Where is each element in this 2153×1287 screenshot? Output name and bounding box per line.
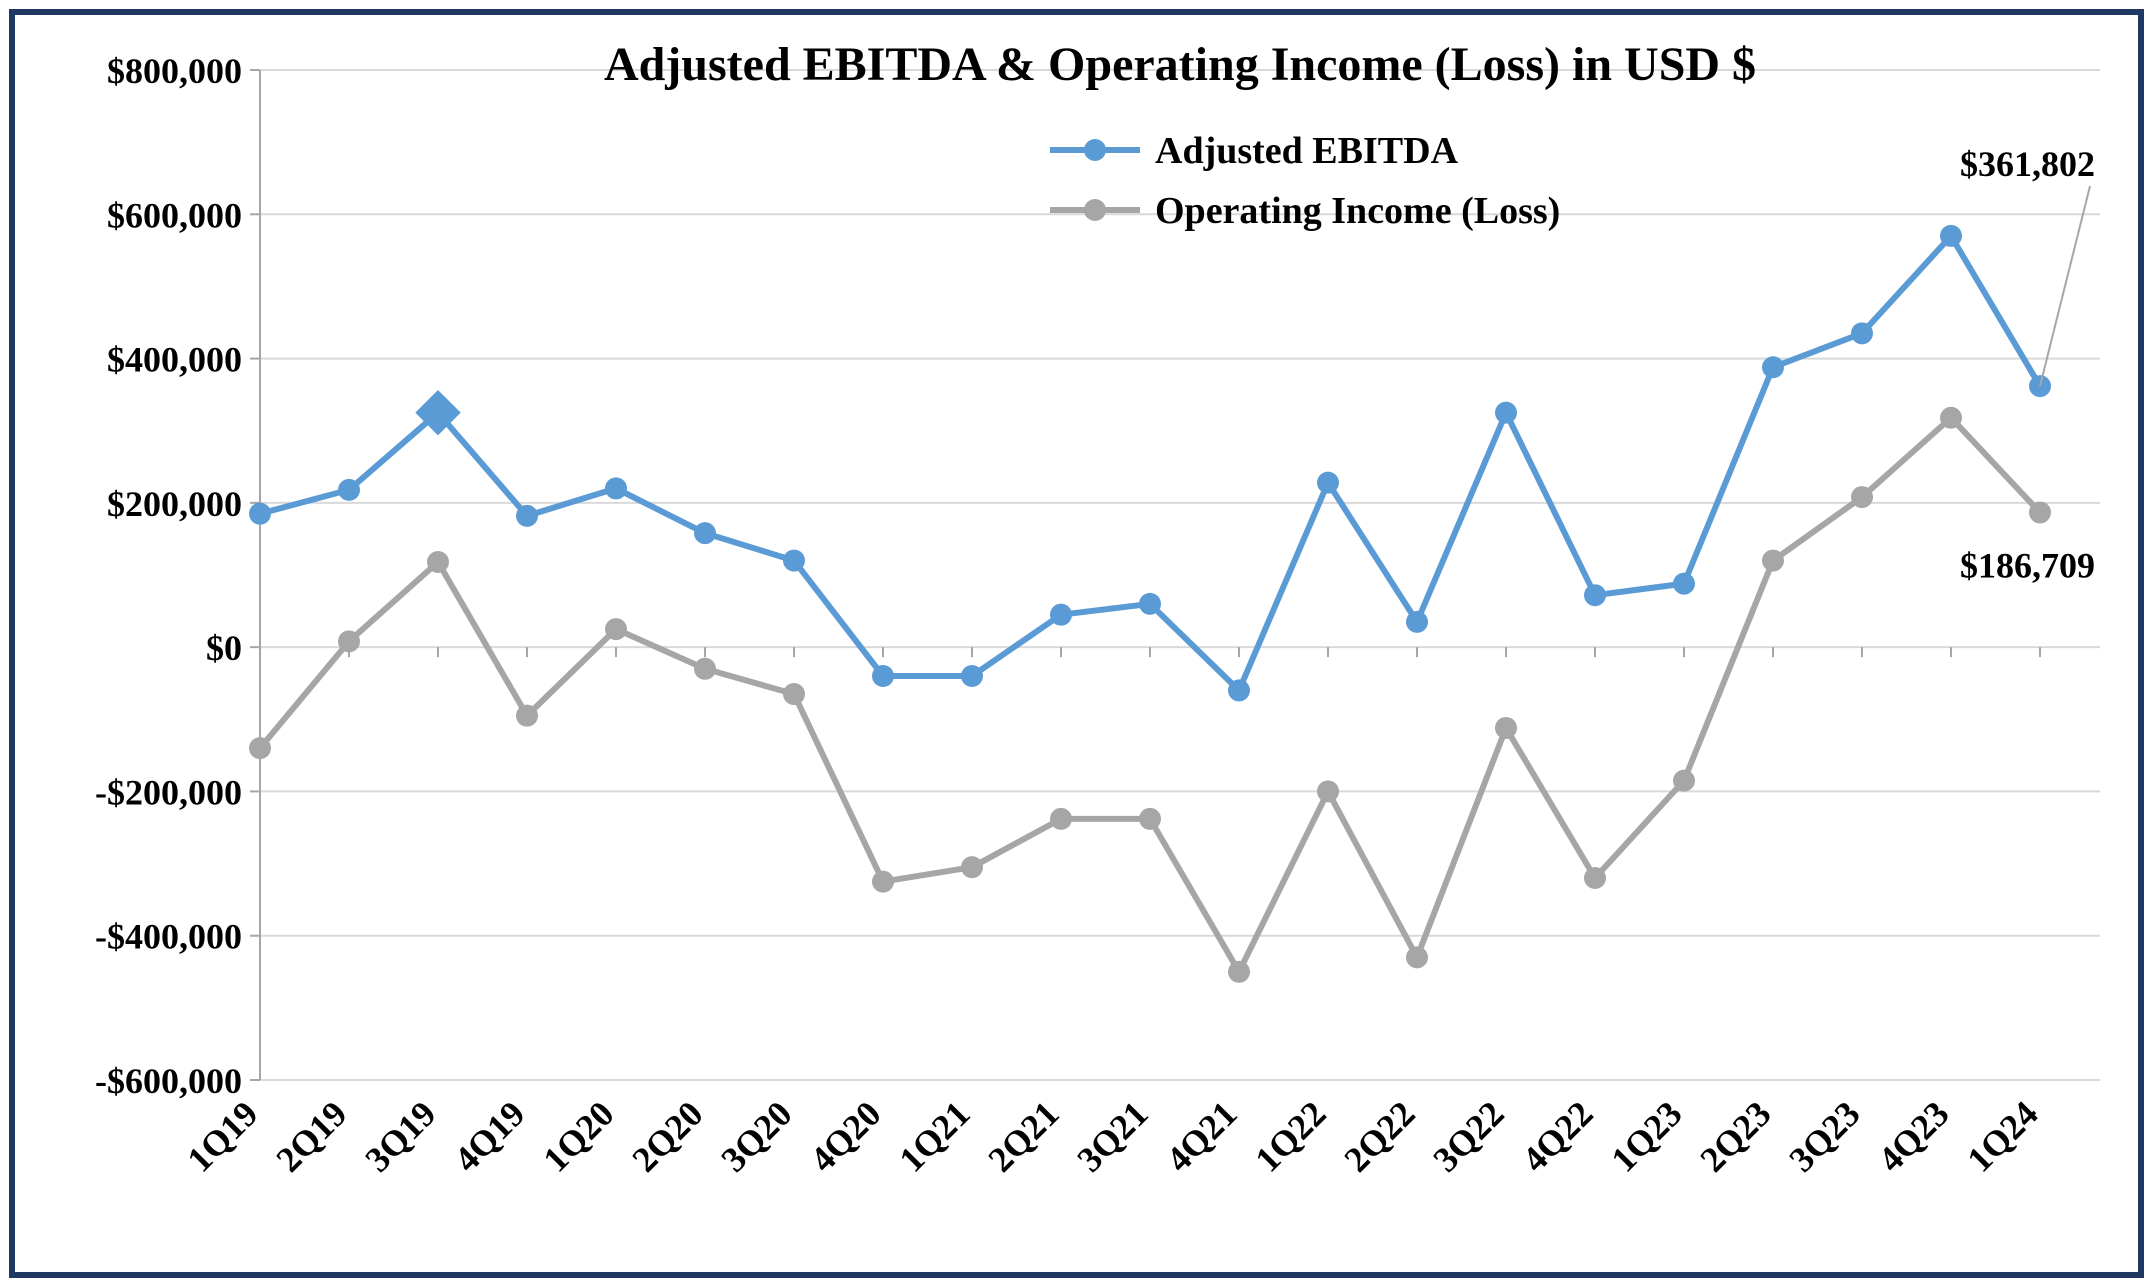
series-marker xyxy=(1317,472,1339,494)
series-marker xyxy=(1940,225,1962,247)
y-axis-label: $200,000 xyxy=(107,484,242,524)
series-marker xyxy=(1673,573,1695,595)
series-marker xyxy=(961,856,983,878)
series-marker xyxy=(249,503,271,525)
series-marker xyxy=(1317,780,1339,802)
chart-svg: -$600,000 -$400,000 -$200,000 $0 $200,000 $40… xyxy=(0,0,2153,1287)
y-axis-label: $0 xyxy=(206,628,242,668)
chart-title: Adjusted EBITDA & Operating Income (Loss… xyxy=(604,38,1756,91)
y-axis-label: $800,000 xyxy=(107,51,242,91)
series-marker xyxy=(516,705,538,727)
line-chart: -$600,000 -$400,000 -$200,000 $0 $200,000 $40… xyxy=(0,0,2153,1287)
series-marker xyxy=(1050,604,1072,626)
series-marker xyxy=(605,618,627,640)
series-marker xyxy=(1228,679,1250,701)
y-axis-label: -$200,000 xyxy=(95,772,242,812)
series-marker xyxy=(1495,402,1517,424)
legend-label-1: Operating Income (Loss) xyxy=(1155,190,1560,232)
chart-outer-border xyxy=(12,12,2141,1275)
series-marker xyxy=(338,630,360,652)
legend-marker-1 xyxy=(1084,199,1106,221)
series-marker xyxy=(1673,770,1695,792)
series-marker xyxy=(1851,322,1873,344)
series-marker xyxy=(1139,808,1161,830)
series-marker xyxy=(872,871,894,893)
series-marker xyxy=(427,551,449,573)
series-marker xyxy=(961,665,983,687)
series-marker xyxy=(1050,808,1072,830)
series-marker xyxy=(338,479,360,501)
series-marker xyxy=(694,658,716,680)
series-marker xyxy=(872,665,894,687)
series-marker xyxy=(783,550,805,572)
y-axis-label: -$400,000 xyxy=(95,917,242,957)
series-marker xyxy=(1584,584,1606,606)
series-marker xyxy=(1940,407,1962,429)
series-marker xyxy=(2029,501,2051,523)
series-marker xyxy=(516,505,538,527)
series-marker xyxy=(1584,867,1606,889)
annotation-label-0: $361,802 xyxy=(1960,144,2095,184)
y-axis-label: $400,000 xyxy=(107,340,242,380)
series-marker xyxy=(783,683,805,705)
series-marker xyxy=(1495,717,1517,739)
series-marker xyxy=(1851,486,1873,508)
legend-label-0: Adjusted EBITDA xyxy=(1155,130,1459,172)
y-axis-label: $600,000 xyxy=(107,195,242,235)
series-marker xyxy=(605,477,627,499)
series-marker xyxy=(1406,946,1428,968)
legend-marker-0 xyxy=(1084,139,1106,161)
series-marker xyxy=(1228,961,1250,983)
series-marker xyxy=(1406,611,1428,633)
series-marker xyxy=(1762,550,1784,572)
y-axis-label: -$600,000 xyxy=(95,1061,242,1101)
series-marker xyxy=(1139,593,1161,615)
series-marker xyxy=(1762,356,1784,378)
series-marker xyxy=(249,737,271,759)
annotation-label-1: $186,709 xyxy=(1960,545,2095,585)
series-marker xyxy=(694,522,716,544)
